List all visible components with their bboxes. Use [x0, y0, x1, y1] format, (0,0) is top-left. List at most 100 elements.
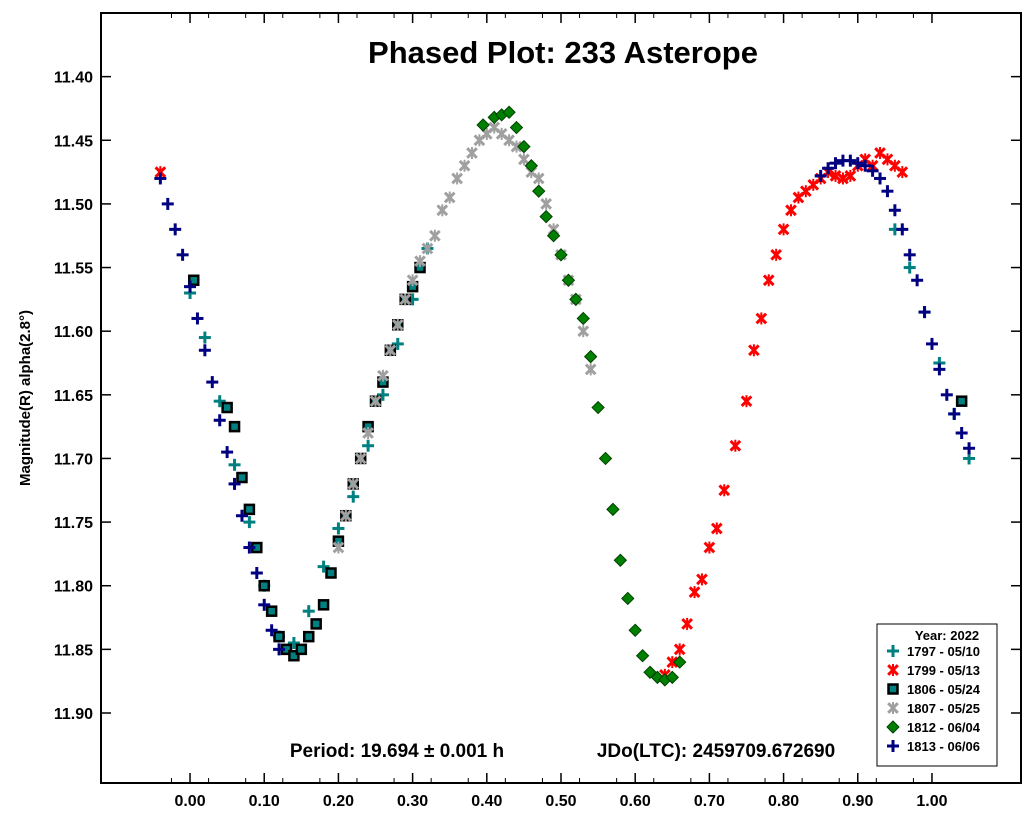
data-point	[896, 223, 909, 236]
data-point	[628, 623, 642, 637]
data-point	[591, 400, 605, 415]
data-point	[510, 140, 523, 153]
legend-label: 1812 - 06/04	[907, 720, 981, 735]
data-point	[317, 599, 330, 611]
legend-label: 1813 - 06/06	[907, 739, 980, 754]
data-point	[265, 624, 278, 637]
data-point	[524, 159, 539, 173]
data-point	[509, 120, 524, 135]
data-point	[598, 451, 613, 466]
data-point	[169, 223, 182, 236]
data-point	[443, 191, 456, 204]
data-point	[673, 643, 686, 656]
x-tick-label: 1.00	[916, 793, 947, 810]
data-point	[540, 197, 553, 210]
legend-marker	[887, 740, 899, 752]
data-points	[154, 105, 976, 687]
data-point	[347, 477, 360, 490]
data-point	[814, 169, 827, 182]
y-tick-label: 11.70	[54, 451, 93, 468]
epoch-label: JDo(LTC): 2459709.672690	[597, 741, 835, 762]
data-point	[903, 248, 916, 261]
data-point	[258, 579, 270, 592]
data-point	[666, 656, 679, 669]
x-tick-label: 0.70	[694, 793, 725, 810]
legend-marker	[886, 720, 900, 734]
data-point	[955, 395, 968, 407]
data-point	[243, 541, 256, 554]
data-point	[243, 516, 256, 529]
data-point	[554, 248, 568, 262]
data-point	[859, 159, 872, 172]
data-point	[391, 318, 404, 331]
data-point	[187, 274, 200, 287]
legend-label: 1799 - 05/13	[907, 663, 980, 678]
data-point	[362, 427, 374, 439]
x-tick-label: 0.50	[545, 793, 576, 810]
data-point	[918, 306, 931, 319]
data-point	[955, 427, 968, 439]
data-point	[748, 344, 760, 357]
data-point	[221, 401, 233, 414]
data-point	[317, 560, 330, 573]
data-point	[963, 442, 976, 455]
data-point	[583, 349, 598, 364]
data-point	[729, 439, 742, 452]
data-point	[221, 446, 234, 459]
data-point	[295, 643, 308, 656]
x-tick-label: 0.40	[471, 793, 502, 810]
x-tick-label: 0.30	[397, 793, 428, 810]
y-tick-label: 11.45	[54, 133, 93, 150]
data-point	[518, 153, 530, 166]
data-point	[911, 274, 924, 287]
data-point	[718, 484, 731, 497]
data-point	[414, 255, 426, 268]
data-point	[228, 420, 241, 433]
data-point	[154, 172, 167, 185]
data-point	[302, 630, 315, 643]
legend-box	[876, 623, 998, 767]
data-point	[532, 172, 545, 185]
x-tick-label: 0.90	[842, 793, 873, 810]
data-point	[354, 452, 367, 465]
data-point	[829, 169, 842, 182]
y-tick-label: 11.50	[54, 197, 93, 214]
x-tick-label: 0.00	[174, 793, 205, 810]
legend-label: 1807 - 05/25	[907, 701, 980, 716]
data-point	[250, 567, 263, 579]
data-point	[688, 586, 701, 599]
data-point	[198, 344, 211, 357]
data-point	[339, 509, 352, 522]
data-point	[777, 223, 790, 236]
axis-ticks: 0.00 0.10 0.20 0.30 0.40 0.50 0.60 0.70 0.80 0.90…	[54, 13, 1021, 810]
data-point	[925, 337, 938, 350]
data-point	[228, 477, 241, 490]
data-point	[310, 618, 322, 630]
legend-title: Year: 2022	[915, 628, 979, 643]
y-tick-label: 11.85	[54, 642, 93, 659]
data-point	[228, 458, 241, 471]
data-point	[546, 229, 561, 243]
data-point	[429, 229, 441, 242]
data-point	[584, 363, 597, 376]
data-point	[703, 541, 716, 554]
data-point	[476, 118, 490, 132]
data-point	[265, 605, 278, 617]
data-point	[606, 502, 620, 517]
data-point	[288, 649, 300, 662]
data-point	[681, 617, 693, 630]
data-point	[287, 637, 300, 649]
data-point	[673, 655, 687, 669]
data-point	[963, 452, 976, 465]
data-point	[466, 147, 478, 159]
y-tick-label: 11.75	[54, 515, 93, 532]
data-point	[762, 274, 775, 287]
data-point	[770, 248, 783, 261]
data-point	[755, 312, 768, 325]
data-point	[532, 184, 546, 198]
data-point	[273, 643, 286, 656]
legend-marker	[887, 683, 899, 695]
data-point	[502, 105, 516, 119]
